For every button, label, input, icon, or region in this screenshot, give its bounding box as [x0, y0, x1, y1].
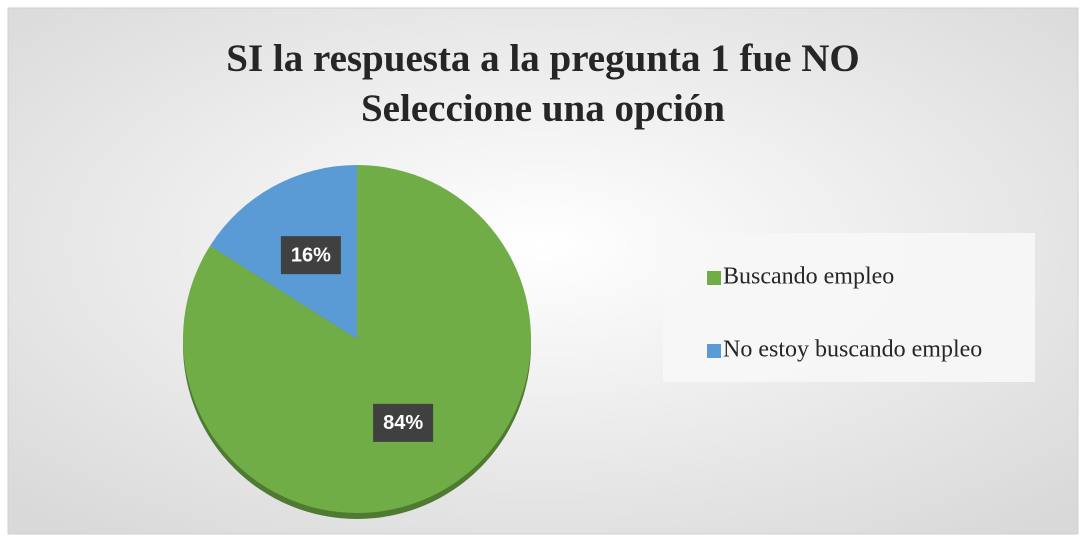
legend-label: No estoy buscando empleo — [723, 337, 982, 363]
chart-title: Seleccione una opción — [361, 87, 725, 130]
data-label-box — [373, 403, 434, 442]
legend-swatch — [707, 344, 721, 358]
pie-slice — [183, 165, 531, 514]
legend-label: Buscando empleo — [723, 264, 894, 290]
legend — [663, 233, 1035, 382]
data-label-box — [280, 236, 341, 275]
data-label: 16% — [291, 244, 331, 266]
data-label: 84% — [383, 412, 423, 434]
legend-swatch — [707, 271, 721, 285]
chart-title: SI la respuesta a la pregunta 1 fue NO — [226, 37, 859, 80]
